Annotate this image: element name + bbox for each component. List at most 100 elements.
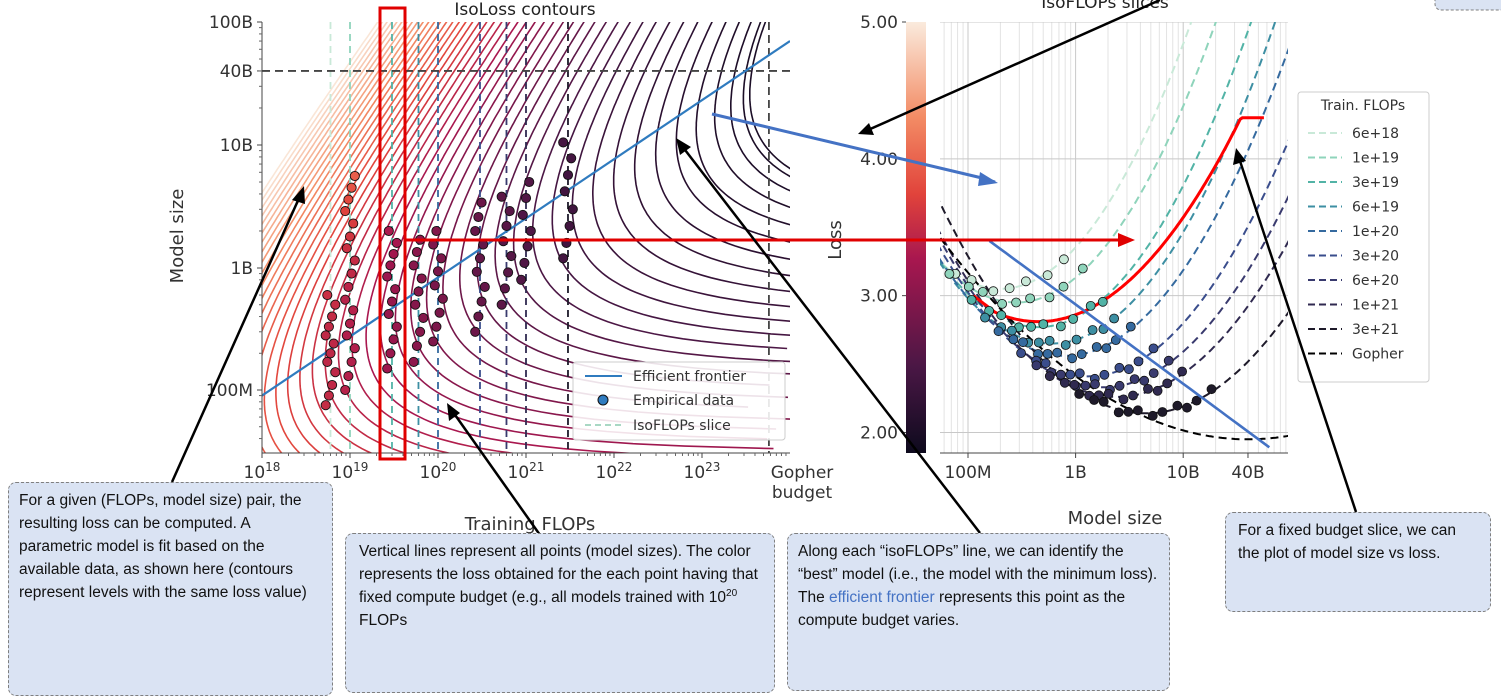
isoflops-data-point bbox=[1113, 407, 1124, 418]
isoloss-contour bbox=[263, 22, 461, 453]
empirical-point bbox=[520, 193, 532, 204]
empirical-point bbox=[383, 225, 394, 237]
isoflops-data-point bbox=[993, 326, 1004, 337]
left-y-ticks: 100B 40B 10B 1B 100M bbox=[206, 13, 262, 440]
isoflops-data-point bbox=[963, 281, 974, 292]
empirical-point bbox=[431, 225, 442, 237]
isoflops-data-point bbox=[980, 312, 990, 323]
empirical-point bbox=[566, 153, 577, 164]
isoloss-contour bbox=[476, 22, 770, 386]
empirical-point bbox=[474, 253, 486, 264]
left-chart-title: IsoLoss contours bbox=[454, 0, 595, 20]
empirical-point bbox=[519, 257, 530, 268]
isoloss-contour bbox=[262, 22, 388, 210]
empirical-point bbox=[383, 308, 394, 320]
isoflops-data-point bbox=[1099, 369, 1110, 380]
right-legend-label: Gopher bbox=[1352, 347, 1404, 363]
isoflops-data-point bbox=[996, 310, 1007, 321]
empirical-point bbox=[473, 211, 484, 223]
isoflops-data-point bbox=[1071, 334, 1082, 345]
right-legend-label: 6e+18 bbox=[1352, 126, 1399, 142]
isoflops-data-point bbox=[1068, 314, 1078, 324]
empirical-point bbox=[385, 260, 396, 271]
y-tick-label: 100M bbox=[206, 381, 253, 401]
callout-fixed-budget-text: For a fixed budget slice, we can the plo… bbox=[1238, 522, 1456, 562]
empirical-point bbox=[504, 206, 515, 217]
isoflops-data-point bbox=[1031, 360, 1042, 371]
isoflops-data-point bbox=[1091, 342, 1102, 352]
right-x-ticks: 100M 1B 10B 40B bbox=[944, 453, 1265, 483]
isoloss-contour bbox=[442, 22, 749, 408]
empirical-point bbox=[349, 343, 360, 354]
empirical-point bbox=[323, 390, 334, 401]
isoflops-data-point bbox=[1101, 343, 1112, 354]
isoflops-data-point bbox=[944, 268, 955, 279]
empirical-point bbox=[418, 312, 429, 323]
isoloss-contour bbox=[409, 22, 777, 430]
empirical-point bbox=[506, 251, 517, 262]
isoflops-data-point bbox=[1097, 296, 1108, 307]
empirical-point bbox=[564, 220, 575, 231]
empirical-point bbox=[558, 253, 569, 264]
isoflops-data-point bbox=[1133, 356, 1144, 367]
isoflops-curve bbox=[940, 22, 1193, 290]
right-legend-label: 6e+19 bbox=[1352, 200, 1399, 216]
empirical-point bbox=[348, 305, 359, 316]
x-tick-label: 1022 bbox=[596, 460, 633, 483]
empirical-point bbox=[499, 283, 510, 294]
isoloss-contour bbox=[695, 22, 790, 226]
isoloss-contour bbox=[713, 22, 790, 209]
left-legend: Efficient frontier Empirical data IsoFLO… bbox=[572, 361, 786, 441]
empirical-point bbox=[340, 206, 351, 217]
isoflops-data-point bbox=[1148, 343, 1159, 354]
empirical-data-points bbox=[320, 137, 578, 411]
isoflops-data-point bbox=[1118, 394, 1129, 405]
empirical-point bbox=[320, 400, 331, 411]
gopher-reference-lines bbox=[262, 22, 790, 453]
callout-vertical-lines-text: Vertical lines represent all points (mod… bbox=[359, 543, 758, 606]
isoloss-contour bbox=[425, 22, 790, 420]
right-legend-label: 3e+21 bbox=[1352, 322, 1399, 338]
empirical-point bbox=[479, 281, 490, 292]
isoflops-data-point bbox=[1123, 406, 1134, 417]
right-efficient-frontier-curve bbox=[988, 239, 1271, 449]
isoloss-contour bbox=[633, 22, 790, 277]
y-tick-label: 40B bbox=[220, 62, 253, 82]
x-tick-label: 1023 bbox=[684, 460, 721, 483]
left-xlabel: Training FLOPs bbox=[464, 514, 596, 535]
isoflops-data-point bbox=[1182, 402, 1192, 413]
gopher-tick-label: budget bbox=[772, 483, 833, 503]
right-legend-label: 1e+19 bbox=[1352, 151, 1399, 167]
isoflops-data-point bbox=[1143, 383, 1153, 394]
isoflops-data-point bbox=[1090, 379, 1100, 390]
right-x-tick-label: 1B bbox=[1064, 463, 1086, 483]
isoflops-data-point bbox=[1044, 335, 1055, 346]
isoflops-data-point bbox=[1065, 369, 1076, 380]
empirical-point bbox=[382, 363, 393, 374]
empirical-point bbox=[341, 330, 352, 341]
empirical-point bbox=[391, 321, 402, 332]
isoloss-contour bbox=[748, 22, 790, 170]
right-x-tick-label: 40B bbox=[1231, 463, 1264, 483]
highlighted-slice-curve bbox=[972, 116, 1264, 324]
empirical-point bbox=[388, 248, 399, 260]
empirical-point bbox=[411, 246, 422, 258]
isoloss-contour bbox=[262, 22, 408, 244]
isoflops-data-point bbox=[1021, 276, 1031, 287]
isoloss-contour bbox=[262, 22, 384, 202]
empirical-point bbox=[343, 194, 354, 205]
annotation-arrows bbox=[170, 0, 1358, 536]
isoflops-data-point bbox=[1067, 353, 1077, 364]
empirical-point bbox=[410, 299, 421, 310]
isoflops-data-point bbox=[1085, 300, 1096, 311]
isoflops-data-point bbox=[1080, 380, 1091, 391]
isoflops-data-point bbox=[1133, 405, 1143, 416]
empirical-point bbox=[567, 204, 578, 215]
isoloss-contour bbox=[612, 22, 790, 293]
empirical-point bbox=[343, 371, 354, 382]
isoloss-contour bbox=[675, 22, 790, 243]
empirical-point bbox=[496, 299, 507, 310]
empirical-point bbox=[503, 267, 514, 278]
isoflops-data-point bbox=[1026, 321, 1036, 332]
empirical-point bbox=[346, 268, 357, 279]
